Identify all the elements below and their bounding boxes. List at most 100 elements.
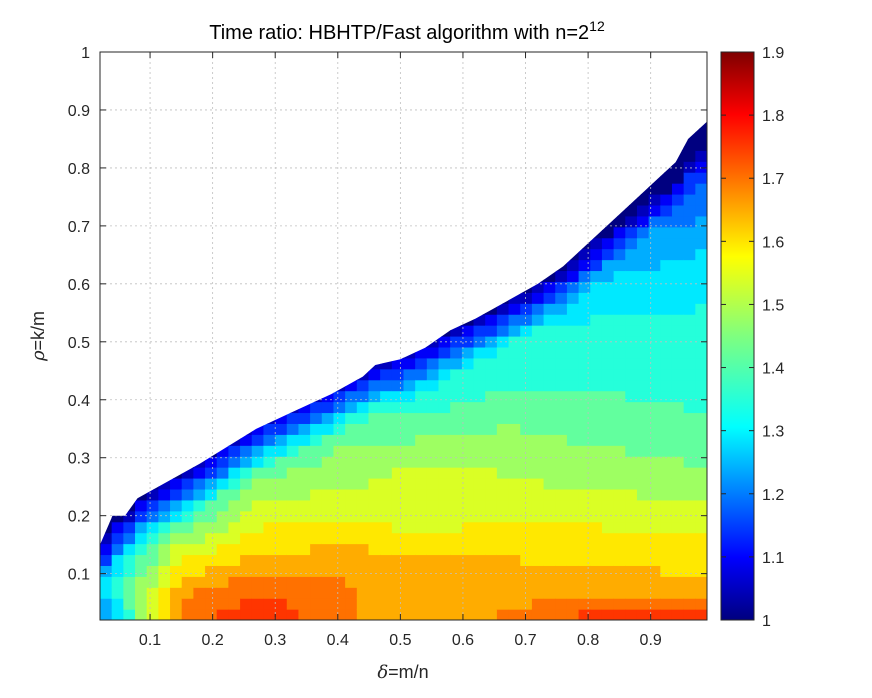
- heatmap-cell: [333, 565, 346, 577]
- heatmap-cell: [310, 412, 323, 424]
- heatmap-cell: [566, 281, 580, 293]
- heatmap-cell: [461, 521, 475, 534]
- heatmap-cell: [356, 401, 370, 414]
- heatmap-cell: [473, 401, 486, 414]
- heatmap-cell: [473, 565, 486, 577]
- heatmap-cell: [461, 543, 475, 556]
- heatmap-cell: [601, 314, 615, 326]
- heatmap-cell: [251, 510, 265, 523]
- heatmap-cell: [543, 565, 556, 577]
- heatmap-cell: [578, 467, 591, 479]
- heatmap-cell: [275, 565, 288, 577]
- heatmap-cell: [450, 565, 463, 577]
- heatmap-cell: [450, 609, 463, 620]
- heatmap-cell: [520, 565, 533, 577]
- heatmap-cell: [356, 434, 370, 446]
- heatmap-cell: [520, 532, 533, 545]
- heatmap-cell: [356, 510, 370, 523]
- heatmap-cell: [450, 412, 463, 424]
- heatmap-cell: [496, 576, 510, 588]
- heatmap-cell: [123, 521, 136, 534]
- heatmap-cell: [555, 303, 568, 315]
- heatmap-cell: [333, 598, 346, 610]
- heatmap-cell: [671, 215, 685, 228]
- heatmap-cell: [601, 237, 615, 250]
- heatmap-cell: [321, 499, 335, 512]
- heatmap-cell: [298, 412, 311, 424]
- heatmap-cell: [356, 390, 370, 403]
- heatmap-cell: [240, 456, 253, 468]
- heatmap-cell: [671, 434, 685, 446]
- heatmap-cell: [461, 576, 475, 588]
- heatmap-cell: [450, 478, 463, 490]
- heatmap-cell: [555, 401, 568, 414]
- heatmap-cell: [356, 467, 370, 479]
- heatmap-cell: [415, 598, 428, 610]
- heatmap-cell: [625, 292, 638, 304]
- heatmap-cell: [391, 565, 405, 577]
- heatmap-cell: [566, 532, 580, 545]
- heatmap-cell: [695, 510, 707, 523]
- heatmap-cell: [380, 521, 393, 534]
- heatmap-cell: [391, 488, 405, 501]
- heatmap-cell: [695, 161, 707, 173]
- heatmap-cell: [578, 401, 591, 414]
- heatmap-cell: [485, 390, 498, 403]
- heatmap-cell: [263, 423, 276, 435]
- heatmap-cell: [590, 325, 603, 337]
- heatmap-cell: [450, 423, 463, 435]
- heatmap-cell: [251, 587, 265, 599]
- heatmap-cell: [671, 412, 685, 424]
- heatmap-cell: [485, 325, 498, 337]
- heatmap-cell: [438, 445, 451, 457]
- heatmap-cell: [695, 237, 707, 250]
- heatmap-cell: [356, 565, 370, 577]
- heatmap-cell: [380, 434, 393, 446]
- heatmap-cell: [566, 543, 580, 556]
- heatmap-cell: [508, 379, 521, 392]
- heatmap-cell: [671, 521, 685, 534]
- heatmap-cell: [671, 226, 685, 239]
- heatmap-cell: [625, 565, 638, 577]
- heatmap-cell: [531, 543, 545, 556]
- heatmap-cell: [170, 521, 183, 534]
- heatmap-cell: [438, 336, 451, 348]
- heatmap-cell: [473, 423, 486, 435]
- heatmap-cell: [555, 390, 568, 403]
- heatmap-cell: [508, 303, 521, 315]
- heatmap-cell: [216, 609, 229, 620]
- heatmap-cell: [520, 434, 533, 446]
- heatmap-cell: [566, 325, 580, 337]
- heatmap-cell: [671, 183, 685, 195]
- heatmap-cell: [613, 521, 626, 534]
- heatmap-cell: [520, 609, 533, 620]
- heatmap-cell: [566, 478, 580, 490]
- heatmap-cell: [321, 532, 335, 545]
- heatmap-cell: [555, 543, 568, 556]
- heatmap-cell: [135, 499, 148, 512]
- heatmap-cell: [193, 609, 206, 620]
- heatmap-cell: [555, 445, 568, 457]
- heatmap-cell: [298, 434, 311, 446]
- heatmap-cell: [403, 368, 416, 381]
- heatmap-cell: [648, 488, 661, 501]
- heatmap-cell: [356, 499, 370, 512]
- heatmap-cell: [543, 510, 556, 523]
- heatmap-cell: [263, 434, 276, 446]
- heatmap-cell: [473, 478, 486, 490]
- heatmap-cell: [683, 259, 696, 272]
- heatmap-cell: [555, 325, 568, 337]
- heatmap-cell: [216, 532, 229, 545]
- heatmap-cell: [660, 248, 673, 261]
- heatmap-cell: [648, 510, 661, 523]
- heatmap-cell: [695, 390, 707, 403]
- heatmap-cell: [438, 609, 451, 620]
- heatmap-cell: [286, 565, 300, 577]
- heatmap-cell: [473, 456, 486, 468]
- heatmap-cell: [473, 368, 486, 381]
- heatmap-cell: [426, 357, 440, 370]
- heatmap-cell: [403, 499, 416, 512]
- heatmap-cell: [508, 456, 521, 468]
- heatmap-cell: [158, 587, 171, 599]
- heatmap-cell: [426, 379, 440, 392]
